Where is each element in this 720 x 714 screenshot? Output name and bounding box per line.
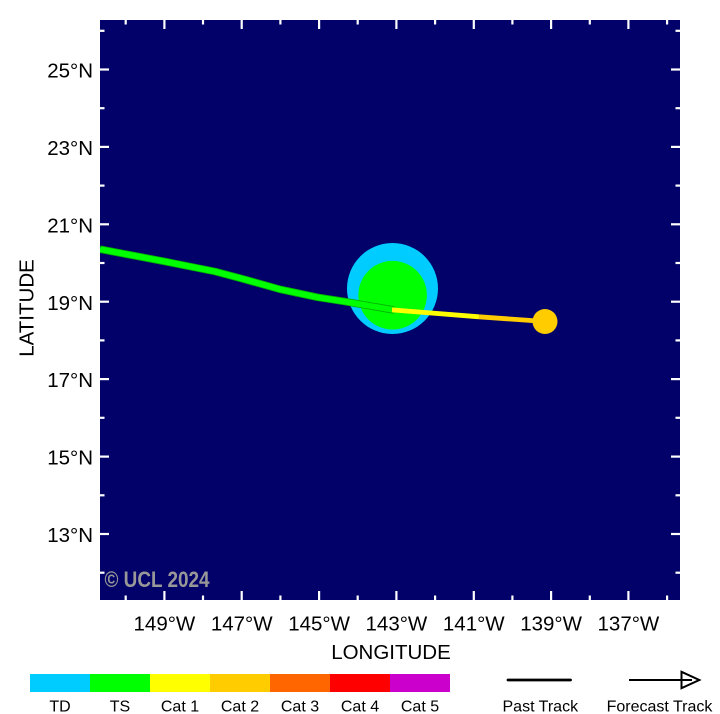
svg-text:23°N: 23°N: [47, 137, 93, 160]
svg-text:139°W: 139°W: [520, 613, 582, 636]
svg-text:TD: TD: [49, 699, 70, 714]
svg-text:147°W: 147°W: [211, 613, 273, 636]
svg-text:Cat 3: Cat 3: [281, 699, 319, 714]
svg-text:145°W: 145°W: [288, 613, 350, 636]
svg-text:19°N: 19°N: [47, 292, 93, 315]
svg-text:Cat 1: Cat 1: [161, 699, 199, 714]
svg-text:LONGITUDE: LONGITUDE: [331, 641, 451, 664]
svg-text:25°N: 25°N: [47, 60, 93, 83]
svg-text:141°W: 141°W: [443, 613, 505, 636]
svg-text:15°N: 15°N: [47, 447, 93, 470]
svg-text:21°N: 21°N: [47, 214, 93, 237]
svg-text:Past Track: Past Track: [503, 698, 580, 714]
svg-text:TS: TS: [110, 699, 130, 714]
svg-text:Cat 4: Cat 4: [341, 699, 379, 714]
svg-text:Forecast Track: Forecast Track: [607, 698, 714, 714]
svg-text:© UCL 2024: © UCL 2024: [105, 568, 211, 593]
svg-text:Cat 5: Cat 5: [401, 699, 439, 714]
svg-text:137°W: 137°W: [598, 613, 660, 636]
svg-text:Cat 2: Cat 2: [221, 699, 259, 714]
svg-text:143°W: 143°W: [366, 613, 428, 636]
svg-text:13°N: 13°N: [47, 524, 93, 547]
svg-text:LATITUDE: LATITUDE: [16, 259, 39, 357]
svg-text:149°W: 149°W: [134, 613, 196, 636]
svg-text:17°N: 17°N: [47, 369, 93, 392]
